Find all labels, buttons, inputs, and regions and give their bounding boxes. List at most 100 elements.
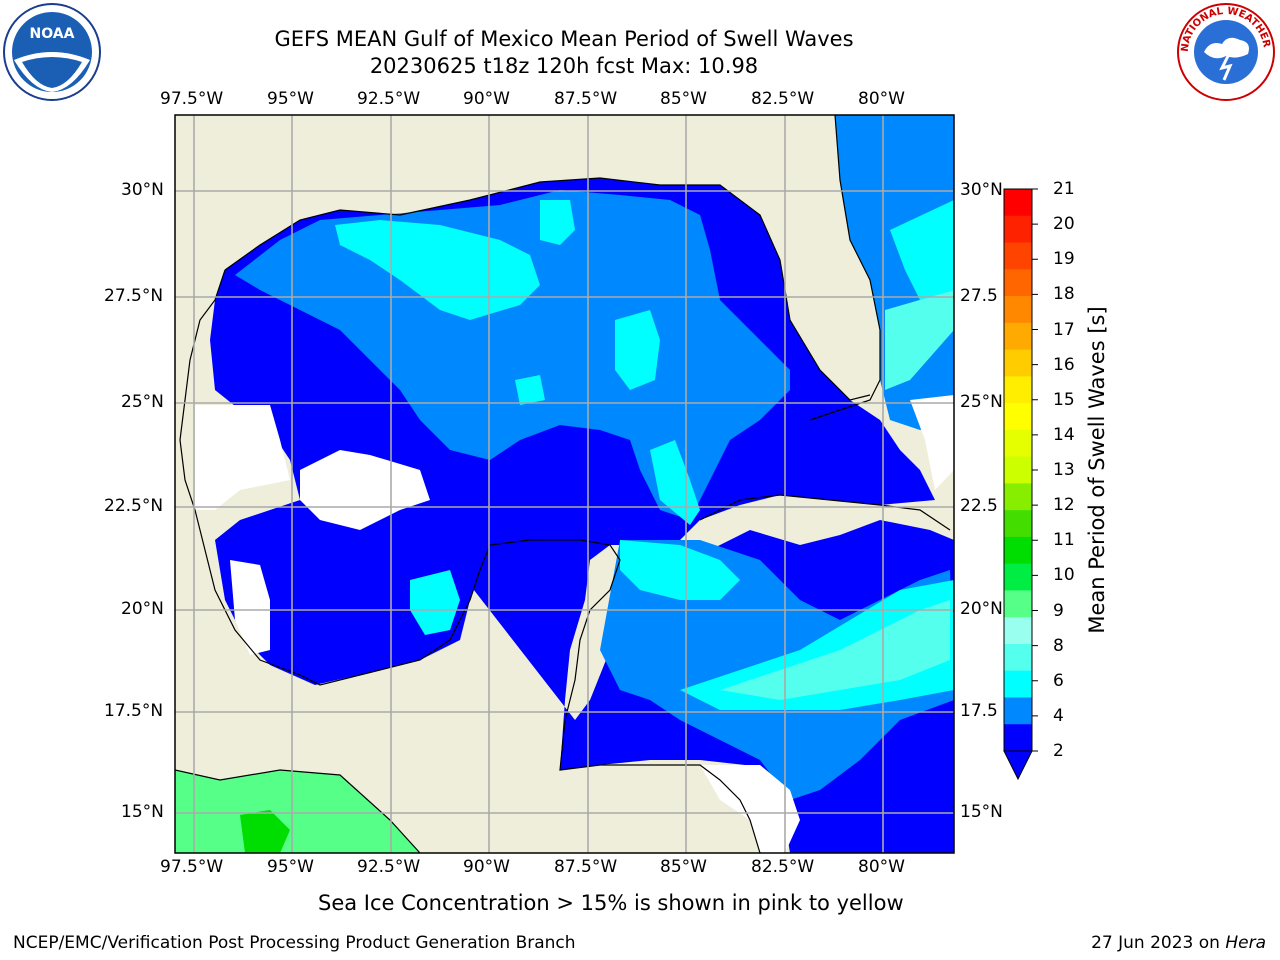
colorbar-swatch (1004, 322, 1032, 351)
colorbar-swatch (1004, 590, 1032, 618)
colorbar-swatch (1004, 617, 1032, 645)
lon-label-bottom: 92.5°W (357, 857, 421, 877)
nws-logo: NATIONAL WEATHER SERVICE (1176, 2, 1275, 101)
missing-data-mx (230, 560, 270, 655)
gulf-swell-light-3 (615, 310, 660, 390)
lon-label-top: 92.5°W (357, 89, 421, 109)
colorbar-extend-arrow (1003, 750, 1033, 781)
colorbar-swatch (1004, 189, 1032, 217)
lat-label-right: 27.5 (960, 286, 998, 306)
colorbar-tick-label: 13 (1053, 460, 1075, 480)
colorbar-swatch (1004, 536, 1032, 565)
coastlines (175, 115, 951, 853)
lon-label-top: 95°W (267, 89, 314, 109)
lat-label-left: 17.5°N (104, 701, 164, 721)
lat-label-right: 17.5 (960, 701, 998, 721)
lon-label-bottom: 80°W (858, 857, 905, 877)
colorbar-tick-label: 14 (1053, 424, 1075, 445)
lat-label-right: 30°N (960, 180, 1003, 200)
lat-label-right: 15°N (960, 802, 1003, 822)
colorbar-tick-label: 6 (1053, 670, 1064, 691)
map-subtitle: 20230625 t18z 120h fcst Max: 10.98 (369, 54, 759, 78)
missing-data-keys (910, 395, 954, 490)
sea-ice-note: Sea Ice Concentration > 15% is shown in … (318, 891, 904, 915)
colorbar-swatch (1004, 376, 1032, 404)
lat-label-right: 20°N (960, 599, 1003, 619)
gulf-swell-light-6 (620, 540, 740, 600)
map-frame (174, 114, 955, 854)
lon-label-top: 97.5°W (160, 89, 224, 109)
lat-label-left: 27.5°N (104, 286, 164, 306)
colorbar-swatch (1004, 429, 1032, 458)
lon-label-top: 87.5°W (554, 89, 618, 109)
lat-label-left: 25°N (121, 392, 164, 412)
colorbar-swatch (1004, 697, 1032, 725)
colorbar-tick-label: 4 (1053, 705, 1064, 726)
colorbar-tick-label: 12 (1053, 495, 1075, 516)
lon-label-top: 90°W (463, 89, 510, 109)
map-title: GEFS MEAN Gulf of Mexico Mean Period of … (274, 27, 854, 51)
colorbar-swatch (1004, 215, 1032, 244)
colorbar-swatch (1004, 349, 1032, 377)
lat-label-right: 25°N (960, 392, 1003, 412)
footer-date: 27 Jun 2023 on Hera (1091, 933, 1266, 953)
colorbar-tick-label: 10 (1053, 565, 1075, 586)
gulf-swell-pale (720, 600, 950, 700)
gulf-swell-pale-2 (885, 290, 954, 390)
colorbar-tick-label: 9 (1053, 600, 1064, 621)
pacific-swell-green (175, 770, 420, 853)
colorbar-tick-label: 18 (1053, 284, 1075, 305)
lon-label-top: 85°W (660, 89, 707, 109)
colorbar-tick-label: 16 (1053, 354, 1075, 375)
lon-label-top: 80°W (858, 89, 905, 109)
footer-date-text: 27 Jun 2023 on (1091, 933, 1220, 953)
colorbar-tick-label: 21 (1053, 179, 1075, 199)
lat-label-right: 22.5 (960, 496, 998, 516)
colorbar-swatch (1004, 296, 1032, 324)
colorbar-swatch (1004, 456, 1032, 484)
lat-label-left: 20°N (121, 599, 164, 619)
colorbar-swatch (1004, 242, 1032, 270)
colorbar-tick-label: 15 (1053, 389, 1075, 410)
gulf-swell-light-9 (890, 200, 954, 300)
noaa-logo-text: NOAA (30, 26, 75, 42)
noaa-logo: NOAA (3, 3, 101, 101)
missing-data-se (700, 765, 800, 853)
lon-label-bottom: 87.5°W (554, 857, 618, 877)
lon-label-top: 82.5°W (751, 89, 815, 109)
map-gridlines (175, 115, 954, 853)
colorbar-swatch (1004, 724, 1032, 752)
lon-label-bottom: 82.5°W (751, 857, 815, 877)
lat-label-left: 22.5°N (104, 496, 164, 516)
lon-label-bottom: 95°W (267, 857, 314, 877)
colorbar-swatch (1004, 403, 1032, 431)
colorbar-tick-label: 19 (1053, 249, 1075, 270)
colorbar-tick-label: 11 (1053, 530, 1075, 551)
lat-label-left: 30°N (121, 180, 164, 200)
colorbar-swatch (1004, 643, 1032, 672)
missing-data-west (195, 405, 290, 510)
colorbar-swatch (1004, 483, 1032, 511)
footer-host: Hera (1225, 933, 1266, 953)
colorbar-tick-label: 20 (1053, 214, 1075, 235)
gulf-swell-light-7 (410, 570, 460, 635)
colorbar-swatch (1004, 510, 1032, 538)
lon-label-bottom: 97.5°W (160, 857, 224, 877)
footer-credit: NCEP/EMC/Verification Post Processing Pr… (13, 933, 576, 953)
colorbar-swatch (1004, 563, 1032, 591)
lon-label-bottom: 90°W (463, 857, 510, 877)
colorbar (1003, 188, 1038, 781)
gulf-swell-light-5 (650, 440, 700, 525)
colorbar-tick-label: 2 (1053, 741, 1064, 761)
colorbar-tick-label: 17 (1053, 319, 1075, 340)
colorbar-label: Mean Period of Swell Waves [s] (1085, 306, 1109, 634)
colorbar-swatch (1004, 269, 1032, 297)
colorbar-swatch (1004, 670, 1032, 698)
missing-data-center (300, 450, 430, 530)
lon-label-bottom: 85°W (660, 857, 707, 877)
lat-label-left: 15°N (121, 802, 164, 822)
gulf-swell-light-2 (540, 200, 575, 245)
gulf-swell-light-4 (515, 375, 545, 405)
pacific-swell-green-dark (240, 810, 290, 853)
